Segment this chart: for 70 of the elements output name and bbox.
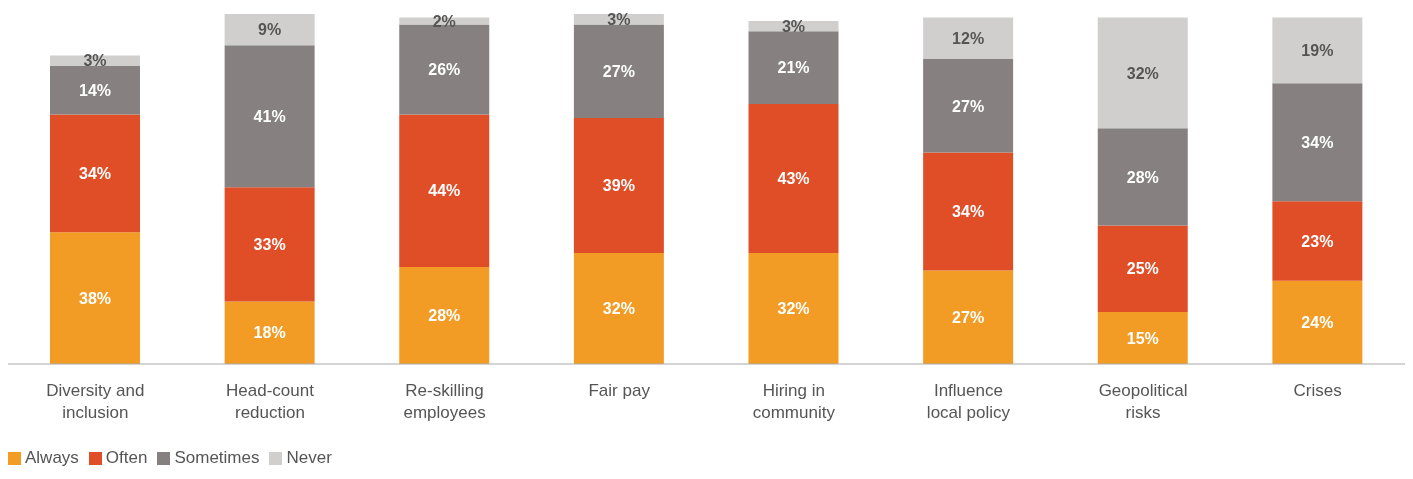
bar <box>224 187 315 302</box>
data-label: 12% <box>952 29 985 47</box>
x-tick-label: Influence local policy <box>926 381 1011 423</box>
data-label: 9% <box>258 21 282 39</box>
bar <box>224 14 315 46</box>
data-label: 39% <box>602 177 635 195</box>
bar <box>1272 280 1363 364</box>
bar <box>573 117 664 254</box>
bar <box>1272 17 1363 84</box>
data-label: 32% <box>1126 64 1159 82</box>
data-label: 34% <box>952 203 985 221</box>
bar <box>50 232 140 364</box>
bar <box>224 45 315 188</box>
bar <box>923 59 1014 153</box>
data-label: 21% <box>777 59 810 77</box>
bar <box>1272 201 1363 281</box>
data-label: 43% <box>777 170 810 188</box>
data-label: 28% <box>1126 168 1159 186</box>
data-label: 34% <box>1301 133 1334 151</box>
data-label: 34% <box>78 165 112 183</box>
x-tick-label: Crises <box>1293 381 1342 401</box>
data-label: 18% <box>253 324 286 342</box>
data-label: 23% <box>1301 232 1334 250</box>
bar <box>1097 225 1188 313</box>
x-tick-label: Geopolitical risks <box>1098 381 1188 423</box>
x-tick-label: Head-count reduction <box>225 381 315 423</box>
legend-label: Often <box>104 448 148 468</box>
data-label: 44% <box>428 182 461 200</box>
data-label: 3% <box>781 17 806 35</box>
bar <box>573 253 664 364</box>
data-label: 27% <box>952 97 985 115</box>
bar <box>923 270 1014 364</box>
data-label: 24% <box>1301 314 1334 332</box>
data-label: 19% <box>1301 42 1334 60</box>
legend-label: Sometimes <box>173 448 260 468</box>
legend-label: Never <box>285 448 332 468</box>
data-label: 38% <box>78 289 112 307</box>
bar <box>50 114 140 233</box>
legend-label: Always <box>24 448 79 468</box>
data-label: 3% <box>607 10 631 28</box>
bar <box>399 114 490 267</box>
data-label: 33% <box>253 236 286 254</box>
x-tick-label: Hiring in community <box>752 381 836 423</box>
bar <box>748 253 839 364</box>
bar <box>923 152 1014 271</box>
data-label: 27% <box>602 62 635 80</box>
data-label: 41% <box>253 107 286 125</box>
data-label: 32% <box>602 300 635 318</box>
data-label: 14% <box>78 81 112 99</box>
x-tick-label: Re-skilling employees <box>403 381 486 423</box>
data-label: 25% <box>1126 260 1159 278</box>
bar <box>1097 128 1188 226</box>
bar <box>1272 83 1363 202</box>
data-label: 3% <box>83 52 107 70</box>
data-label: 27% <box>952 308 985 326</box>
data-label: 28% <box>428 307 461 325</box>
bar <box>399 266 490 364</box>
bar <box>923 17 1014 60</box>
bar <box>748 104 839 254</box>
x-tick-label: Diversity and inclusion <box>46 381 145 423</box>
bar <box>50 65 140 115</box>
bar <box>1097 17 1188 129</box>
bar <box>573 24 664 118</box>
data-label: 15% <box>1126 329 1159 347</box>
bar <box>748 31 839 105</box>
x-tick-label: Fair pay <box>588 381 651 401</box>
bar <box>1097 312 1188 364</box>
data-label: 32% <box>777 300 810 318</box>
data-label: 26% <box>428 61 461 79</box>
bar <box>224 301 315 364</box>
